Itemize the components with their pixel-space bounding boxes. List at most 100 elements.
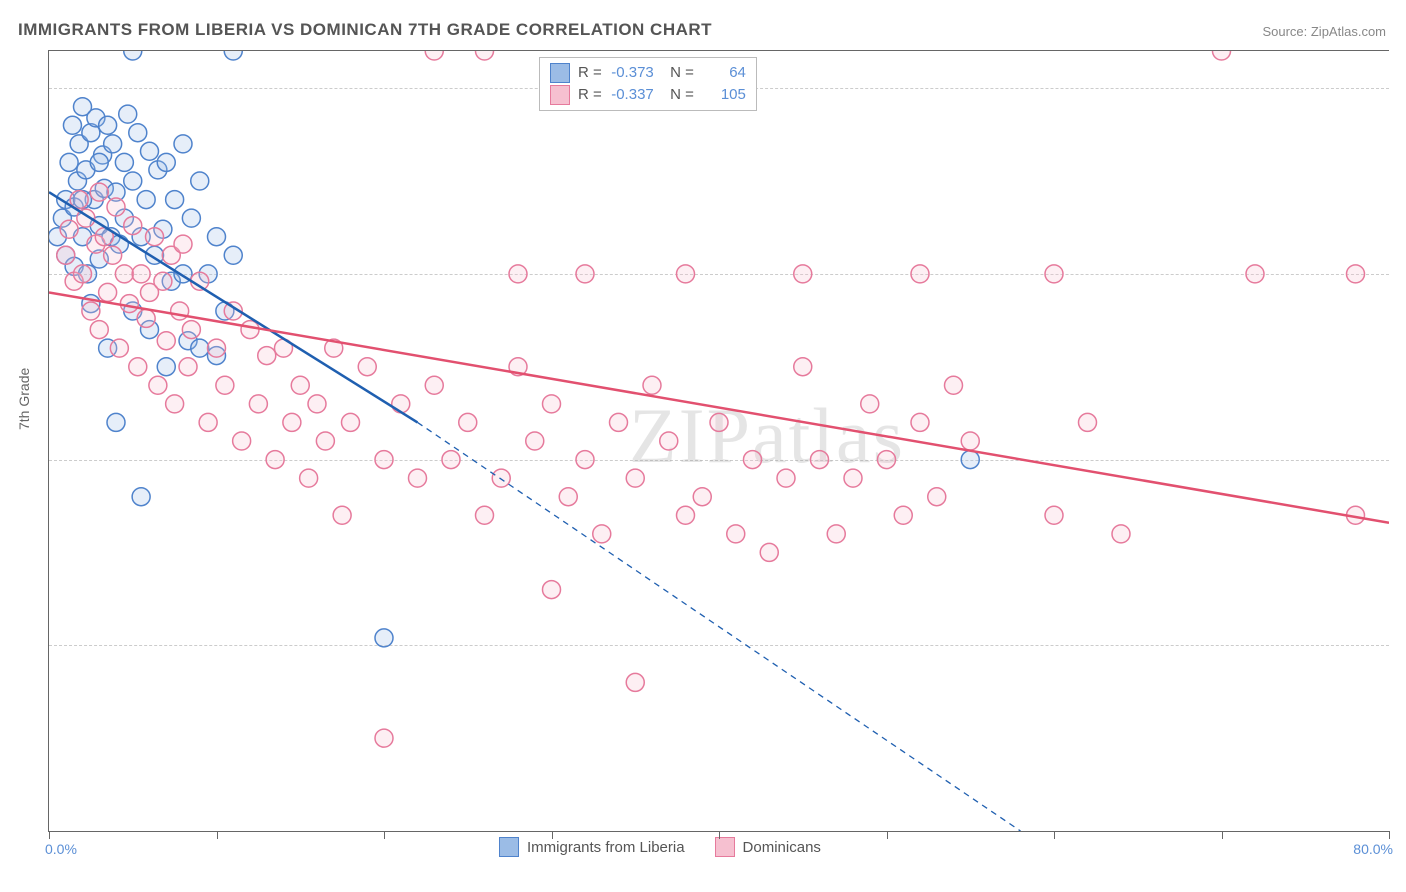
data-point <box>90 183 108 201</box>
data-point <box>115 265 133 283</box>
n-value-dominicans: 105 <box>702 84 746 106</box>
data-point <box>425 376 443 394</box>
data-point <box>961 451 979 469</box>
y-tick-label: 100.0% <box>1399 80 1406 96</box>
x-tick-label: 0.0% <box>45 841 77 857</box>
data-point <box>199 413 217 431</box>
data-point <box>258 347 276 365</box>
data-point <box>610 413 628 431</box>
data-point <box>559 488 577 506</box>
data-point <box>90 321 108 339</box>
data-point <box>110 339 128 357</box>
chart-canvas <box>49 51 1389 831</box>
data-point <box>166 191 184 209</box>
data-point <box>844 469 862 487</box>
data-point <box>476 506 494 524</box>
data-point <box>291 376 309 394</box>
legend-label-liberia: Immigrants from Liberia <box>527 839 685 856</box>
data-point <box>693 488 711 506</box>
data-point <box>794 265 812 283</box>
data-point <box>300 469 318 487</box>
data-point <box>182 209 200 227</box>
data-point <box>191 339 209 357</box>
x-tick <box>1222 831 1223 839</box>
data-point <box>392 395 410 413</box>
data-point <box>358 358 376 376</box>
data-point <box>1246 265 1264 283</box>
data-point <box>146 228 164 246</box>
data-point <box>174 135 192 153</box>
legend-label-dominicans: Dominicans <box>743 839 821 856</box>
data-point <box>119 105 137 123</box>
data-point <box>811 451 829 469</box>
data-point <box>576 265 594 283</box>
data-point <box>124 217 142 235</box>
data-point <box>191 172 209 190</box>
data-point <box>174 235 192 253</box>
data-point <box>794 358 812 376</box>
data-point <box>82 302 100 320</box>
data-point <box>375 629 393 647</box>
legend-row-dominicans: R = -0.337 N = 105 <box>550 84 746 106</box>
data-point <box>132 488 150 506</box>
r-value-liberia: -0.373 <box>610 62 654 84</box>
data-point <box>1079 413 1097 431</box>
data-point <box>476 51 494 60</box>
data-point <box>744 451 762 469</box>
data-point <box>543 395 561 413</box>
data-point <box>63 116 81 134</box>
data-point <box>710 413 728 431</box>
y-axis-label: 7th Grade <box>16 368 32 430</box>
data-point <box>124 172 142 190</box>
x-tick-label: 80.0% <box>1353 841 1393 857</box>
data-point <box>224 51 242 60</box>
n-label: N = <box>662 62 694 84</box>
data-point <box>375 451 393 469</box>
data-point <box>316 432 334 450</box>
data-point <box>90 153 108 171</box>
data-point <box>827 525 845 543</box>
n-label: N = <box>662 84 694 106</box>
data-point <box>129 124 147 142</box>
data-point <box>727 525 745 543</box>
chart-title: IMMIGRANTS FROM LIBERIA VS DOMINICAN 7TH… <box>18 20 712 40</box>
data-point <box>129 358 147 376</box>
data-point <box>157 332 175 350</box>
data-point <box>492 469 510 487</box>
plot-area: ZIPatlas R = -0.373 N = 64 R = -0.337 N … <box>48 50 1389 832</box>
data-point <box>120 295 138 313</box>
data-point <box>154 272 172 290</box>
data-point <box>1347 265 1365 283</box>
data-point <box>208 228 226 246</box>
y-tick-label: 95.0% <box>1399 266 1406 282</box>
data-point <box>878 451 896 469</box>
data-point <box>241 321 259 339</box>
data-point <box>911 413 929 431</box>
data-point <box>157 358 175 376</box>
data-point <box>911 265 929 283</box>
data-point <box>132 265 150 283</box>
x-tick <box>217 831 218 839</box>
data-point <box>543 581 561 599</box>
data-point <box>643 376 661 394</box>
x-tick <box>1054 831 1055 839</box>
data-point <box>894 506 912 524</box>
data-point <box>166 395 184 413</box>
y-tick-label: 90.0% <box>1399 452 1406 468</box>
data-point <box>107 413 125 431</box>
legend-item-dominicans: Dominicans <box>715 837 821 857</box>
data-point <box>137 191 155 209</box>
data-point <box>99 116 117 134</box>
data-point <box>182 321 200 339</box>
data-point <box>233 432 251 450</box>
swatch-liberia <box>550 63 570 83</box>
data-point <box>576 451 594 469</box>
data-point <box>375 729 393 747</box>
chart-source: Source: ZipAtlas.com <box>1262 24 1386 39</box>
x-tick <box>552 831 553 839</box>
data-point <box>1045 506 1063 524</box>
data-point <box>660 432 678 450</box>
data-point <box>308 395 326 413</box>
data-point <box>928 488 946 506</box>
data-point <box>208 339 226 357</box>
